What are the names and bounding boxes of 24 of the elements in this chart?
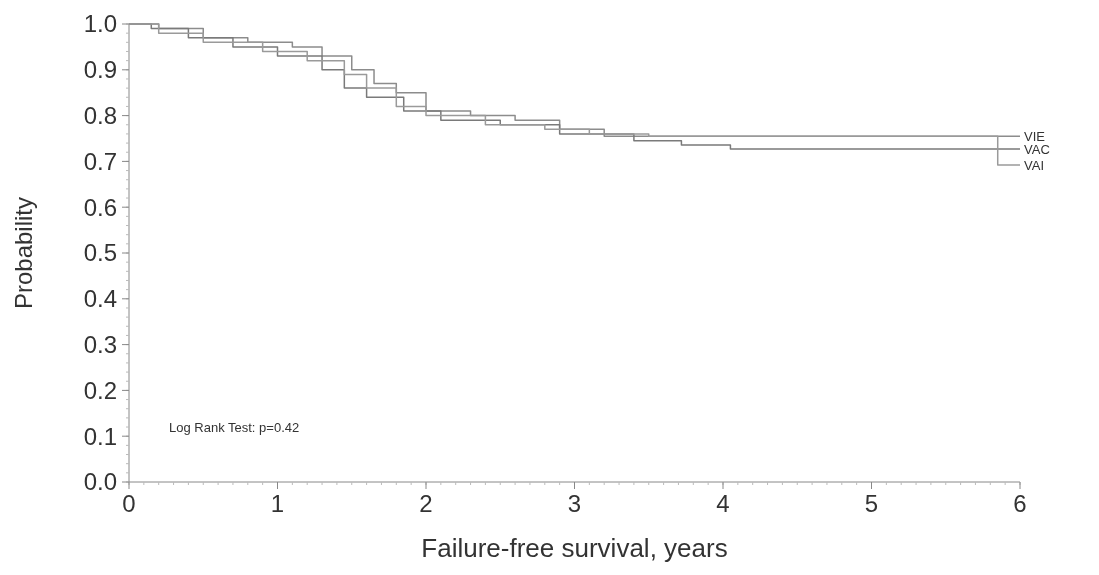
y-axis-title: Probability bbox=[10, 196, 37, 310]
series-label: VAC bbox=[1024, 141, 1050, 157]
x-tick-label: 1 bbox=[270, 490, 285, 517]
series-label: VIE bbox=[1024, 128, 1046, 144]
x-axis-title: Failure-free survival, years bbox=[421, 533, 728, 563]
x-tick-label: 3 bbox=[567, 490, 582, 517]
y-tick-label: 0.1 bbox=[83, 422, 117, 450]
y-tick-label: 0.2 bbox=[83, 376, 117, 404]
y-tick-label: 0.5 bbox=[83, 239, 117, 267]
y-tick-label: 0.8 bbox=[83, 102, 117, 129]
x-tick-label: 4 bbox=[716, 490, 730, 517]
series-label: VAI bbox=[1024, 157, 1044, 173]
y-tick-label: 0.6 bbox=[83, 193, 117, 221]
y-tick-label: 0.3 bbox=[83, 331, 117, 358]
y-tick-label: 1.0 bbox=[83, 10, 117, 38]
y-tick-label: 0.0 bbox=[83, 468, 117, 496]
x-tick-label: 5 bbox=[864, 490, 879, 517]
x-tick-label: 6 bbox=[1013, 490, 1027, 517]
y-tick-label: 0.9 bbox=[83, 56, 117, 84]
annotation: Log Rank Test: p=0.42 bbox=[169, 420, 300, 435]
x-tick-label: 2 bbox=[419, 490, 433, 517]
x-tick-label: 0 bbox=[122, 490, 136, 517]
y-tick-label: 0.4 bbox=[83, 285, 117, 313]
y-tick-label: 0.7 bbox=[83, 147, 117, 175]
